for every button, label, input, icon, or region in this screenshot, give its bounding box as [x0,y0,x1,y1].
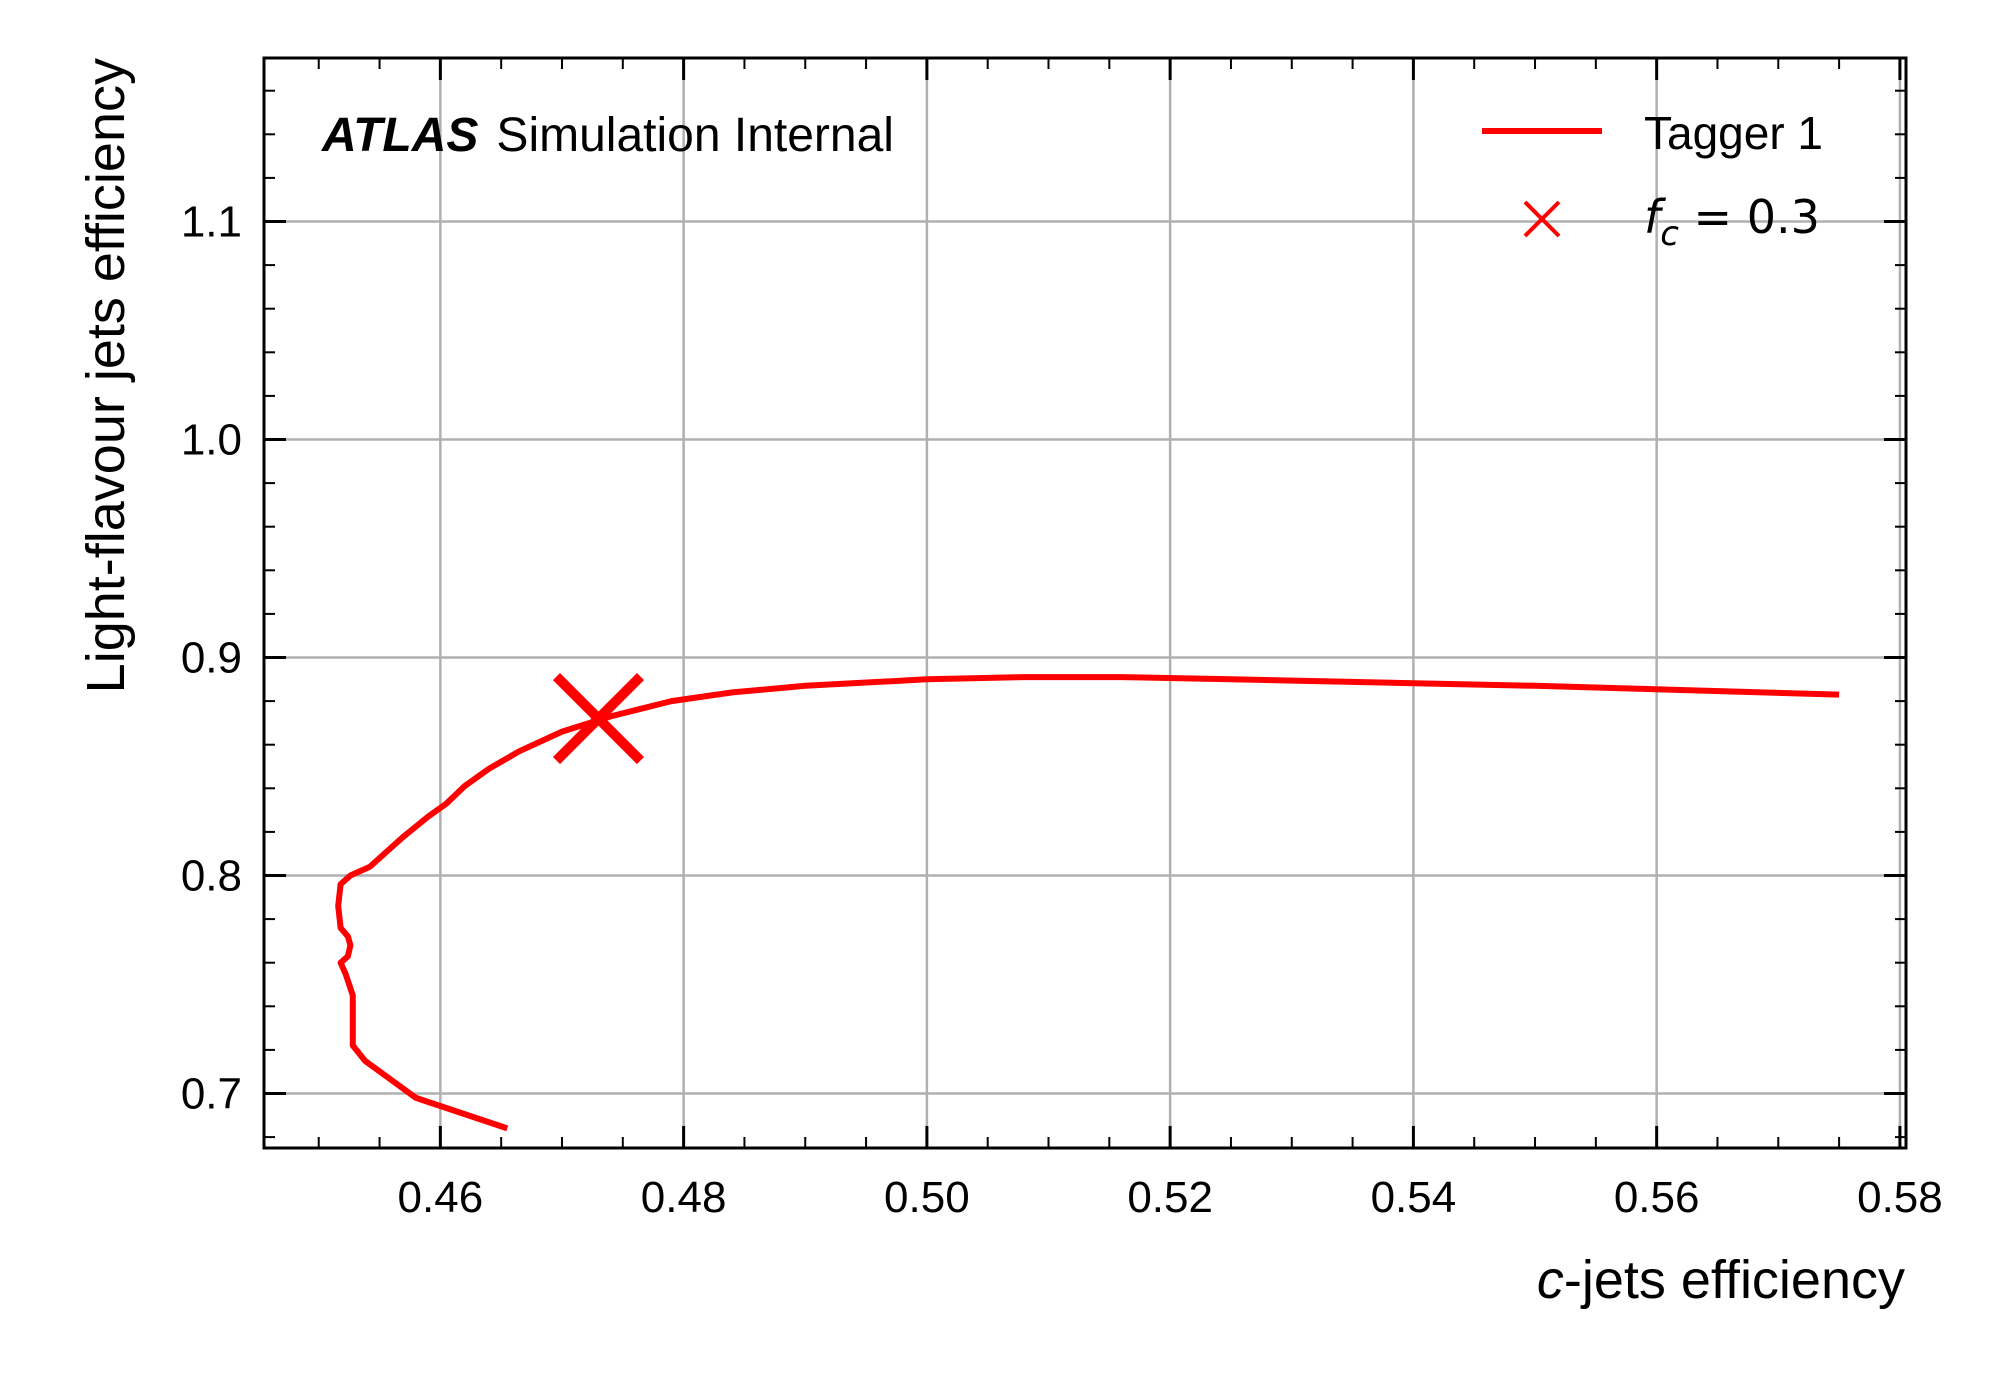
x-axis-label-italic: c [1537,1250,1564,1310]
legend-fc-rest: = 0.3 [1679,190,1820,244]
atlas-experiment-label: ATLAS [321,109,478,162]
x-tick-label: 0.54 [1371,1173,1457,1222]
x-axis-label: c-jets efficiency [1537,1250,1905,1310]
y-tick-labels: 0.7 0.8 0.9 1.0 1.1 [181,198,242,1119]
x-tick-label: 0.46 [398,1173,484,1222]
y-tick-label: 1.0 [181,416,242,465]
y-tick-label: 1.1 [181,198,242,247]
y-tick-label: 0.8 [181,852,242,901]
y-tick-label: 0.7 [181,1070,242,1119]
grid-lines [264,58,1906,1148]
x-axis-label-rest: -jets efficiency [1564,1250,1905,1310]
legend: Tagger 1 fc = 0.3 [1482,107,1823,254]
markers-group [552,673,645,765]
legend-label-tagger-1: Tagger 1 [1644,107,1823,159]
atlas-annotation: ATLAS Simulation Internal [321,109,894,162]
plot-frame [262,56,1908,1150]
x-tick-labels: 0.46 0.48 0.50 0.52 0.54 0.56 0.58 [398,1173,1943,1222]
x-tick-label: 0.56 [1614,1173,1700,1222]
marker-stroke [552,673,645,765]
y-axis-label: Light-flavour jets efficiency [76,58,136,693]
x-tick-label: 0.50 [884,1173,970,1222]
minor-ticks [264,58,1906,1148]
atlas-simulation-label: Simulation Internal [496,109,894,162]
x-tick-label: 0.58 [1857,1173,1943,1222]
legend-fc-subscript: c [1660,214,1679,254]
series-line-tagger-1 [335,674,1840,1132]
x-tick-label: 0.52 [1127,1173,1213,1222]
marker-fc-0-3 [552,673,645,765]
series-group [335,674,1840,1132]
legend-marker-swatch [1523,200,1561,238]
x-tick-label: 0.48 [641,1173,727,1222]
major-ticks [264,58,1906,1148]
legend-label-fc: fc = 0.3 [1644,190,1820,254]
y-tick-label: 0.9 [181,634,242,683]
